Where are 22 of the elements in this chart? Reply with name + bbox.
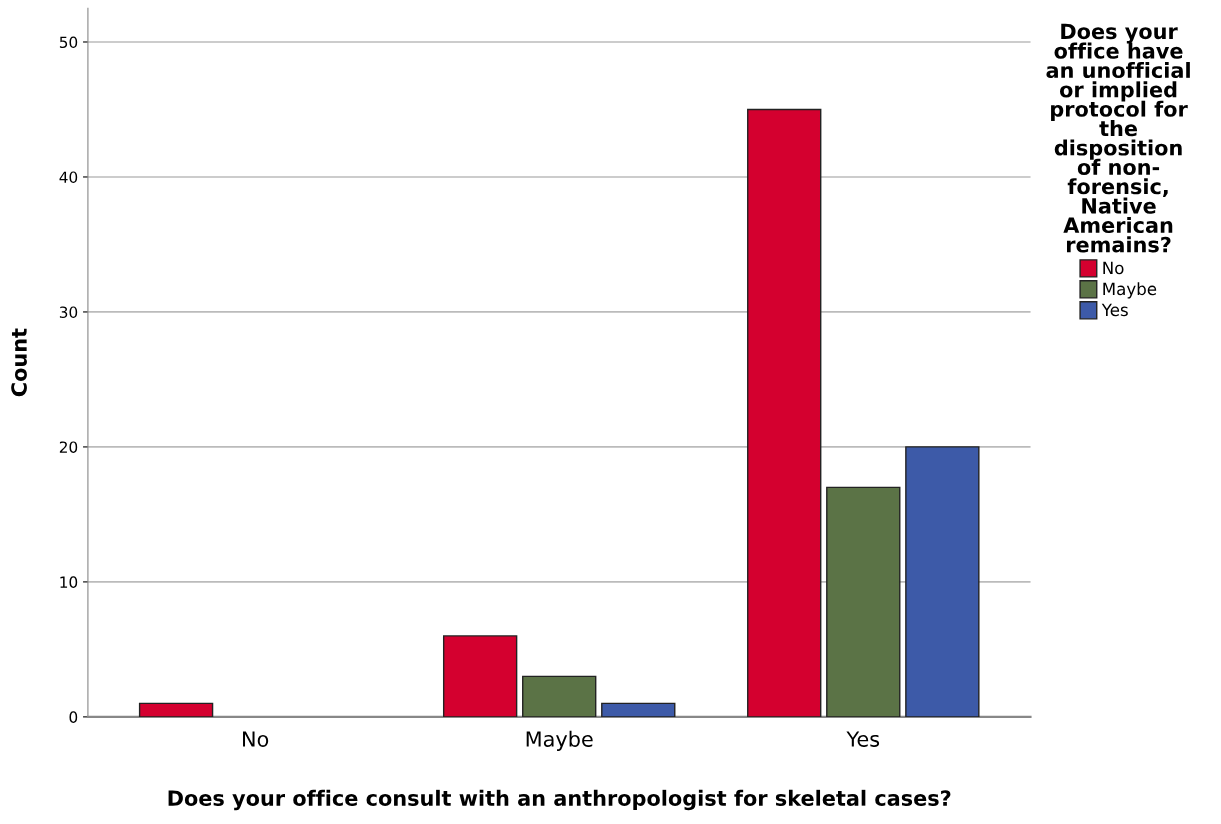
y-tick-label: 30 <box>59 306 78 318</box>
bar <box>826 486 901 717</box>
legend-label: Yes <box>1101 303 1128 317</box>
x-tick-label: Yes <box>846 731 880 747</box>
legend-label: Maybe <box>1103 282 1157 299</box>
y-tick-label: 10 <box>60 576 78 588</box>
bar <box>442 635 518 717</box>
y-tick-label: 50 <box>59 36 78 49</box>
bar <box>747 108 822 717</box>
y-tick-label: 0 <box>69 711 78 723</box>
bar <box>601 702 676 717</box>
y-tick-label: 20 <box>59 441 78 453</box>
legend-label: No <box>1103 261 1124 275</box>
text: Does your office have an unofficial or implied protocol for the disposition of non- forensic, Native American remains? <box>1046 23 1190 253</box>
x-tick-label: No <box>243 731 269 747</box>
y-tick-label: 40 <box>59 171 78 183</box>
bar <box>522 675 597 717</box>
y-axis-title: Count <box>11 328 27 397</box>
bar <box>905 446 980 717</box>
bar <box>138 702 214 717</box>
x-tick-label: Maybe <box>526 730 593 751</box>
x-axis-title: Does your office consult with an anthropologist for skeletal cases? <box>168 789 951 811</box>
